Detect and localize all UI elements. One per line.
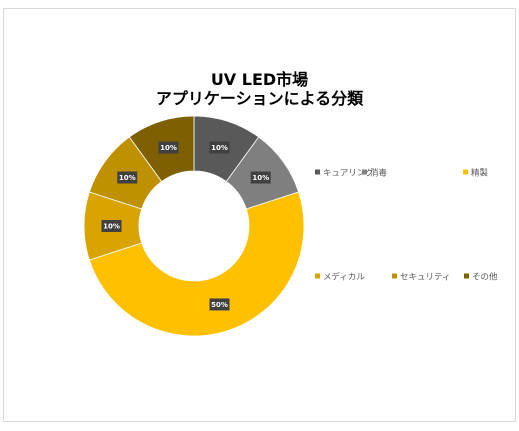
data-label-box [250,171,271,184]
data-label-text: 10% [119,174,136,182]
slice-3 [88,191,305,337]
legend-label: 消毒 [370,168,388,179]
legend-label: その他 [472,272,498,283]
chart-title-line-2: アプリケーションによる分類 [155,89,364,108]
data-label-text: 10% [252,174,269,182]
legend-swatch [464,273,469,279]
legend-item-2: 消毒 [362,168,388,179]
legend-label: セキュリティ [400,273,451,283]
data-label-text: 10% [160,144,177,152]
data-label-box [158,141,179,154]
legend-swatch [392,273,397,279]
data-label-box [101,220,122,232]
data-label-3: 50% [209,298,230,311]
data-label-text: 10% [103,223,120,231]
data-label-5: 10% [117,171,138,184]
legend-label: キュアリング [323,168,374,179]
chart-title-line-1: UV LED市場 [210,70,309,89]
data-label-6: 10% [158,141,179,154]
legend-swatch [315,169,320,175]
data-label-1: 10% [209,141,230,154]
legend-item-6: その他 [464,272,498,283]
data-label-4: 10% [101,220,122,232]
data-label-text: 50% [211,301,228,309]
data-label-text: 10% [211,144,228,152]
legend-swatch [362,169,367,175]
legend-swatch [315,273,320,279]
legend-item-1: キュアリング [315,168,374,179]
legend-item-4: メディカル [315,272,365,283]
legend-item-3: 精製 [463,168,489,179]
legend-label: 精製 [471,168,489,179]
data-label-2: 10% [250,171,271,184]
legend-swatch [463,169,468,175]
legend-item-5: セキュリティ [392,273,451,283]
chart-title: UV LED市場 アプリケーションによる分類 [0,70,519,108]
data-label-box [117,171,138,184]
data-label-box [209,298,230,311]
legend-label: メディカル [323,272,365,283]
data-label-box [209,141,230,154]
